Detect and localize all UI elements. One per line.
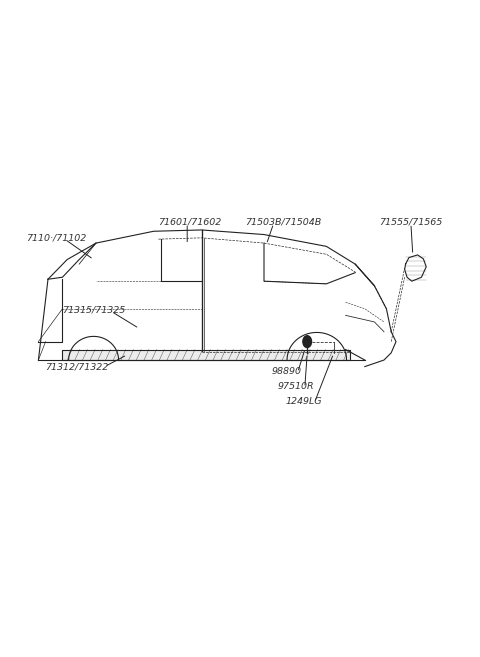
Text: 71555/71565: 71555/71565 (379, 217, 443, 227)
Circle shape (303, 336, 312, 348)
Bar (62, 350, 350, 360)
Text: 71503B/71504B: 71503B/71504B (245, 217, 321, 227)
Text: 71312/71322: 71312/71322 (46, 362, 109, 371)
Text: 1249LG: 1249LG (285, 397, 322, 406)
Text: 98890: 98890 (271, 367, 301, 376)
Text: 71315/71325: 71315/71325 (62, 306, 126, 315)
Text: 97510R: 97510R (277, 382, 314, 391)
Text: 71601/71602: 71601/71602 (158, 217, 222, 227)
Text: 7110·/71102: 7110·/71102 (26, 233, 87, 242)
